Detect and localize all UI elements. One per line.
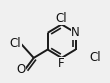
- Text: Cl: Cl: [56, 12, 67, 25]
- Text: N: N: [71, 26, 80, 39]
- Text: Cl: Cl: [90, 51, 101, 64]
- Text: O: O: [16, 63, 25, 76]
- Text: F: F: [58, 57, 65, 70]
- Text: Cl: Cl: [10, 37, 21, 50]
